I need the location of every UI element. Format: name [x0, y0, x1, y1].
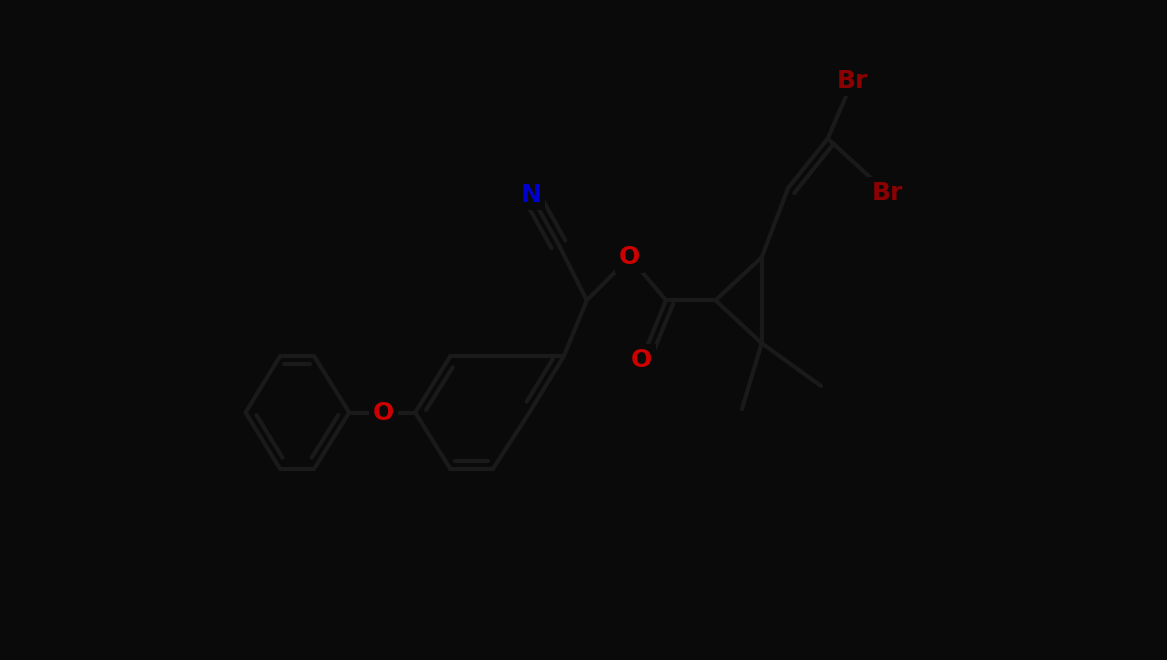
Text: N: N [520, 183, 541, 207]
Text: Br: Br [872, 181, 903, 205]
Text: O: O [631, 348, 652, 372]
Text: O: O [373, 401, 394, 424]
Text: Br: Br [837, 69, 868, 92]
Text: O: O [619, 246, 641, 269]
